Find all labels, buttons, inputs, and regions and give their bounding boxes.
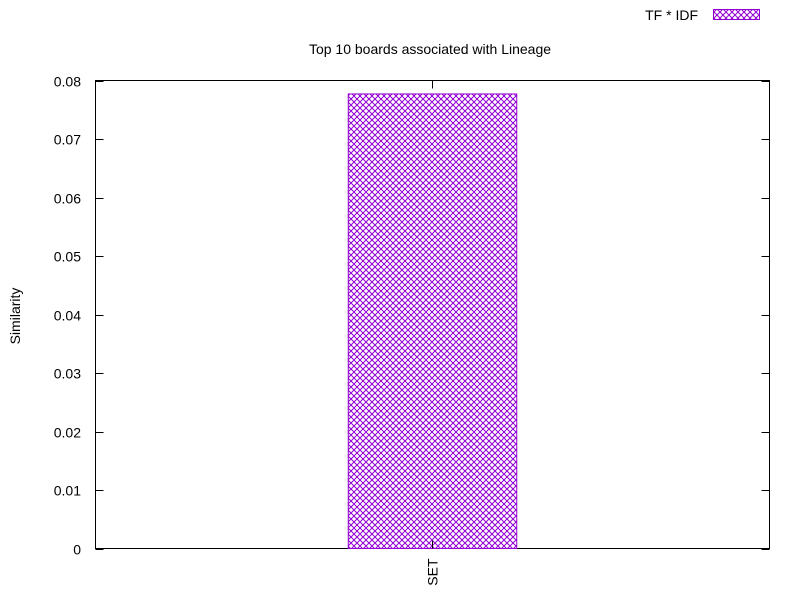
y-tick-label: 0.08	[54, 74, 81, 90]
y-tick-label: 0.05	[54, 249, 81, 265]
y-tick-label: 0	[73, 542, 81, 558]
y-tick-label: 0.06	[54, 191, 81, 207]
y-axis: 0 0.01 0.02 0.03 0.04 0.05 0.06 0.07 0.08	[54, 74, 770, 558]
y-tick-label: 0.03	[54, 366, 81, 382]
legend-label: TF * IDF	[645, 7, 698, 23]
legend-swatch	[713, 9, 760, 20]
x-axis: SET	[425, 80, 441, 586]
y-tick-label: 0.02	[54, 425, 81, 441]
bars	[347, 93, 518, 550]
bar-set	[347, 93, 518, 550]
y-tick-label: 0.01	[54, 483, 81, 499]
y-tick-label: 0.07	[54, 132, 81, 148]
x-tick-label: SET	[425, 558, 441, 586]
chart-title: Top 10 boards associated with Lineage	[309, 41, 551, 57]
y-tick-label: 0.04	[54, 308, 81, 324]
legend: TF * IDF	[645, 7, 760, 23]
y-axis-label: Similarity	[7, 288, 23, 345]
